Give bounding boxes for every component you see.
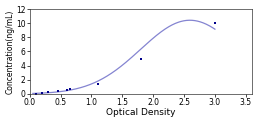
Y-axis label: Concentration(ng/mL): Concentration(ng/mL) <box>6 9 14 94</box>
X-axis label: Optical Density: Optical Density <box>106 108 176 117</box>
